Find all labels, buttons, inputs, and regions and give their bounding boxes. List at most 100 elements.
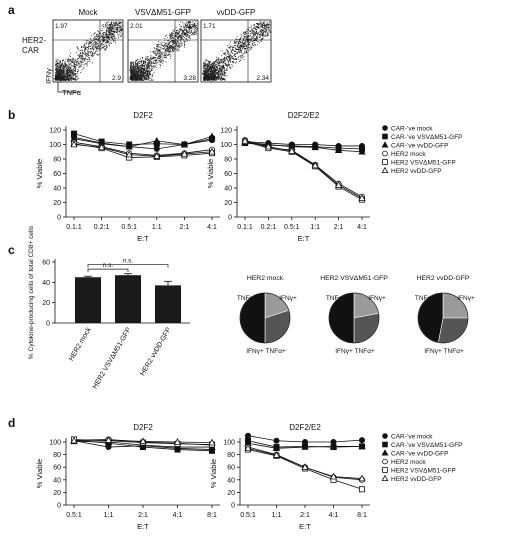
legend-marker	[382, 159, 388, 165]
pie-outline	[328, 292, 380, 344]
panel-label-c: c	[8, 243, 15, 257]
x-tick-label: 0.5:1	[121, 224, 137, 231]
flow-quadrant-value: 84.7	[55, 75, 68, 82]
series-line	[73, 141, 213, 156]
y-axis-label: % Viable	[35, 159, 44, 188]
series-line	[73, 136, 213, 148]
significance-bracket	[87, 268, 129, 273]
y-tick-label: 0	[228, 215, 232, 222]
y-tick-label: 100	[220, 142, 232, 149]
flow-quadrant-value: 3.28	[183, 75, 196, 82]
data-point	[358, 474, 366, 482]
data-point	[358, 147, 366, 155]
flow-ylabel-1: HER2-	[22, 36, 46, 45]
legend-marker	[381, 449, 389, 456]
y-tick-label: 20	[227, 490, 235, 497]
series-line	[244, 141, 362, 147]
data-point	[272, 451, 281, 458]
pie-label-tnfa: TNFα+	[415, 295, 435, 302]
flow-quadrant-value: 1.71	[203, 23, 216, 30]
data-point	[180, 140, 189, 148]
x-tick-label: 0.1:1	[66, 224, 82, 231]
data-point	[153, 136, 161, 144]
x-tick-label: 1:1	[152, 224, 162, 231]
data-point	[208, 438, 216, 446]
chart-title: D2F2/E2	[288, 111, 320, 120]
chart-title: D2F2/E2	[289, 423, 321, 432]
data-point	[288, 147, 296, 154]
y-tick-label: 100	[223, 440, 235, 447]
series-line	[244, 141, 363, 200]
data-point	[139, 437, 147, 445]
pie-slice	[353, 312, 380, 344]
chart-b-d2f2: 0 20 40 60 80 100 120 0.1:1 0.2:1 0.5:1 1:1 2:1 4:1 D…	[35, 111, 220, 243]
data-point	[208, 132, 216, 140]
y-axis-label: % Viable	[209, 459, 218, 488]
legend-label: CAR-’ve vvDD-GFP	[391, 451, 448, 458]
flow-yaxis-label: IFNγ	[44, 68, 53, 84]
flow-quadrant-value: 9.4	[187, 23, 196, 30]
chart-d-d2f2e2: 0 20 40 60 80 100 0.5:1 1:1 2:1 4:1 8:1 D2F2/E2 E:T%…	[209, 423, 370, 531]
data-point	[153, 152, 161, 159]
pie-label-ifng: IFNγ+	[279, 295, 297, 302]
data-point	[358, 194, 366, 201]
y-tick-label: 40	[227, 477, 235, 484]
legend-marker	[381, 141, 389, 148]
data-point	[334, 146, 343, 154]
series-line	[73, 144, 213, 157]
flow-quadrant-value: 2.34	[256, 75, 269, 82]
y-tick-label: 20	[42, 300, 50, 307]
panel-label-a: a	[8, 3, 15, 17]
x-tick-label: 0.2:1	[94, 224, 110, 231]
pie-title: HER2 vvDD-GFP	[417, 275, 470, 282]
y-tick-label: 0	[57, 215, 61, 222]
y-tick-label: 20	[53, 490, 61, 497]
x-tick-label: 0.2:1	[261, 224, 277, 231]
data-point	[244, 444, 252, 452]
flow-quadrant-value: 2.01	[130, 23, 143, 30]
legend-marker	[382, 458, 388, 465]
legend-marker	[382, 133, 388, 140]
bar	[75, 277, 101, 323]
flow-quadrant-value: 85.3	[130, 75, 143, 82]
chart-title: D2F2	[133, 423, 153, 432]
data-point	[329, 442, 338, 450]
data-point	[241, 136, 249, 144]
data-point	[273, 437, 280, 444]
chart-title: D2F2	[133, 111, 153, 120]
y-tick-label: 120	[49, 128, 61, 135]
y-tick-label: 60	[53, 465, 61, 472]
data-point	[358, 486, 365, 493]
legend-marker	[381, 474, 389, 482]
y-axis-label: % Cytokine-producing cells of total CD8+…	[28, 225, 35, 359]
y-tick-label: 0	[231, 503, 235, 510]
bar	[155, 285, 181, 323]
y-tick-label: 60	[53, 171, 61, 178]
x-tick-label: 0.5:1	[240, 512, 256, 519]
data-point	[125, 150, 133, 158]
x-tick-label: 8:1	[357, 512, 367, 519]
data-point	[70, 436, 78, 444]
data-point	[311, 143, 319, 151]
series-line	[244, 139, 363, 198]
flow-quadrant-value: 2.9	[112, 75, 121, 82]
y-tick-label: 60	[227, 465, 235, 472]
y-tick-label: 0	[46, 321, 50, 328]
x-tick-label: 2:1	[180, 224, 190, 231]
y-tick-label: 100	[49, 142, 61, 149]
data-point	[125, 142, 133, 150]
legend-label: CAR-’ve VSVΔM51-GFP	[391, 442, 463, 449]
x-tick-label: 0.1:1	[237, 224, 253, 231]
chart-d-d2f2: 0 20 40 60 80 100 0.5:1 1:1 2:1 4:1 8:1 D2F2 E:T % Vi…	[35, 423, 220, 531]
legend-label: HER2 mock	[391, 151, 426, 158]
y-tick-label: 40	[224, 186, 232, 193]
legend-label: HER2 vvDD-GFP	[391, 476, 442, 483]
pie-slice	[437, 317, 469, 344]
chart-c-bar: 0 20 40 60 % Cytokine-producing cells of tot…	[28, 225, 190, 390]
pie-label-ifng: IFNγ+	[368, 295, 386, 302]
x-tick-label: 4:1	[207, 224, 217, 231]
data-point	[358, 442, 366, 450]
y-tick-label: 40	[53, 477, 61, 484]
significance-label: n.s.	[103, 262, 114, 269]
